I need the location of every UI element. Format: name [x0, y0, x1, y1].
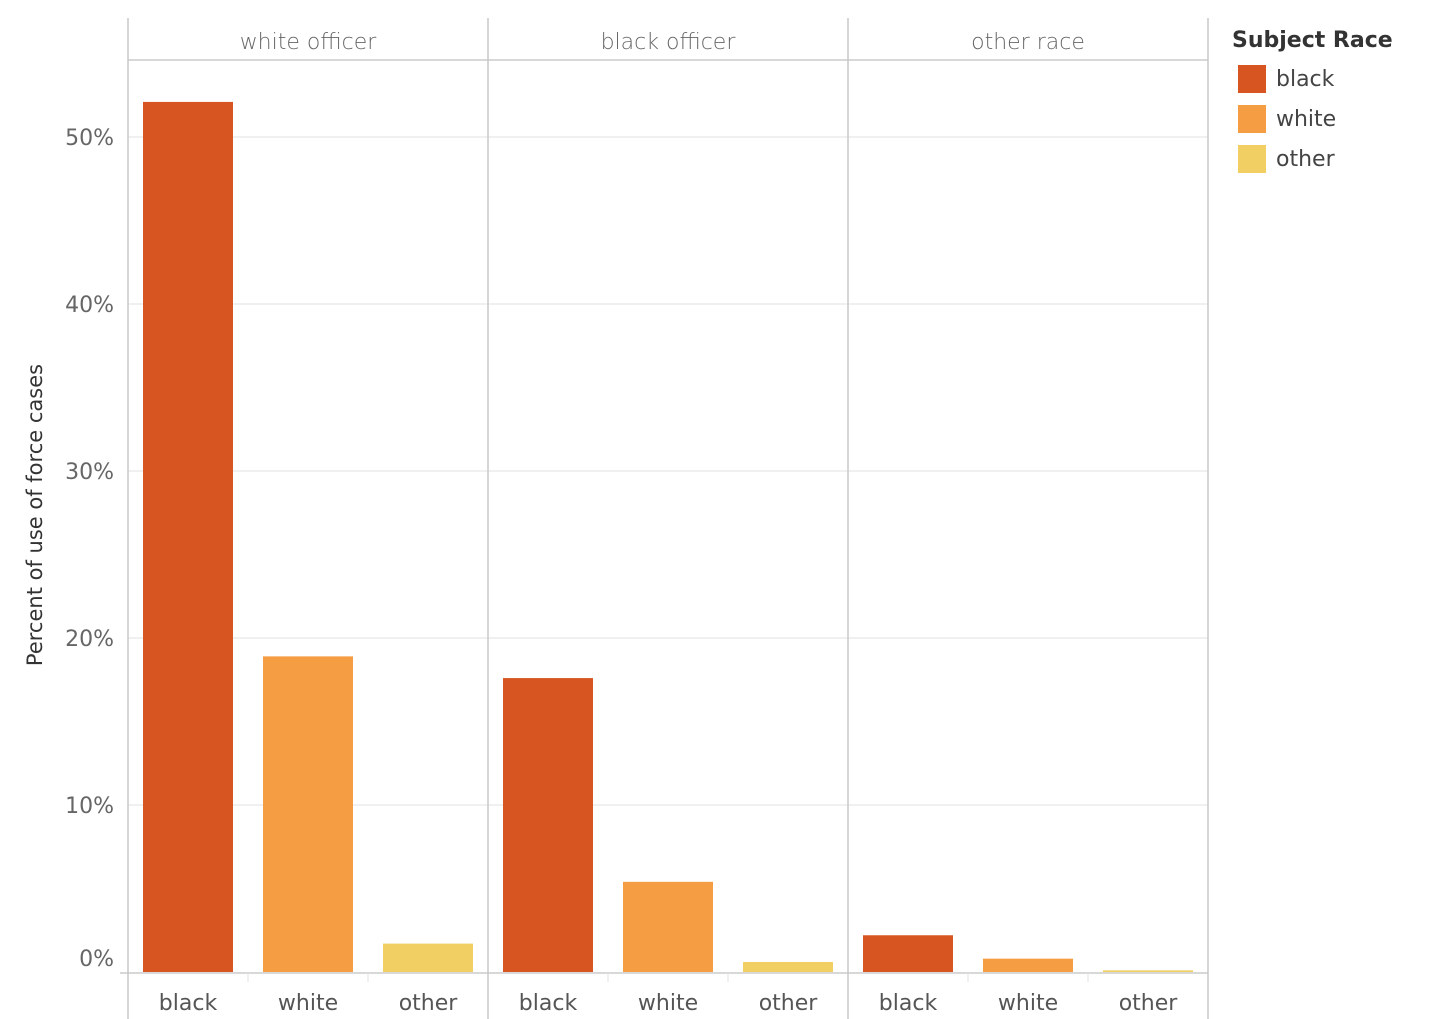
legend-swatch-other [1238, 145, 1266, 173]
panel-title: other race [971, 30, 1085, 55]
legend-label: black [1276, 66, 1335, 92]
y-tick-label: 20% [65, 627, 114, 652]
y-axis-ticks: 0% 10% 20% 30% 40% 50% [65, 126, 114, 972]
bars [143, 101, 1193, 973]
x-category-label: other [1119, 991, 1179, 1016]
legend-title: Subject Race [1232, 28, 1393, 53]
x-category-label: white [998, 991, 1058, 1016]
gridlines [128, 136, 1208, 806]
x-axis-categories: black white other black white other black white… [159, 991, 1178, 1016]
panel-title: black officer [601, 30, 737, 55]
legend-item-other[interactable]: other [1232, 139, 1393, 179]
x-category-label: white [638, 991, 698, 1016]
x-category-label: black [159, 991, 218, 1016]
y-tick-label: 40% [65, 293, 114, 318]
bar-white[interactable] [983, 958, 1073, 972]
panel-title: white officer [240, 30, 378, 55]
legend-label: white [1276, 106, 1337, 132]
bar-other[interactable] [1103, 970, 1193, 972]
x-category-label: black [879, 991, 938, 1016]
bar-other[interactable] [383, 943, 473, 972]
legend-item-black[interactable]: black [1232, 59, 1393, 99]
x-category-label: black [519, 991, 578, 1016]
legend-label: other [1276, 146, 1335, 172]
panel-frames [120, 18, 1209, 1019]
y-axis-title: Percent of use of force cases [23, 364, 47, 666]
x-category-label: other [399, 991, 459, 1016]
y-tick-label: 0% [79, 947, 114, 972]
legend-item-white[interactable]: white [1232, 99, 1393, 139]
bar-other[interactable] [743, 961, 833, 972]
y-tick-label: 30% [65, 460, 114, 485]
bar-black[interactable] [143, 101, 233, 973]
y-tick-label: 50% [65, 126, 114, 151]
x-category-label: other [759, 991, 819, 1016]
bar-white[interactable] [263, 656, 353, 972]
panel-titles: white officer black officer other race [240, 30, 1085, 55]
legend-swatch-black [1238, 65, 1266, 93]
bar-black[interactable] [863, 935, 953, 972]
x-category-label: white [278, 991, 338, 1016]
y-tick-label: 10% [65, 794, 114, 819]
bar-black[interactable] [503, 678, 593, 972]
bar-white[interactable] [623, 881, 713, 972]
legend: Subject Race black white other [1232, 28, 1393, 179]
legend-swatch-white [1238, 105, 1266, 133]
